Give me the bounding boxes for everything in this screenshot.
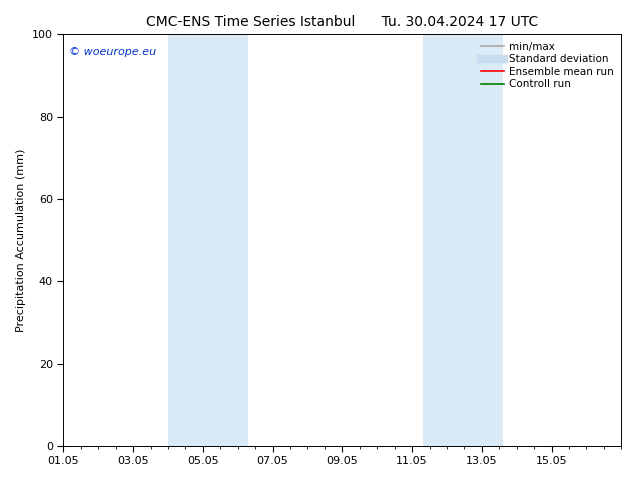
Legend: min/max, Standard deviation, Ensemble mean run, Controll run: min/max, Standard deviation, Ensemble me… xyxy=(479,40,616,92)
Y-axis label: Precipitation Accumulation (mm): Precipitation Accumulation (mm) xyxy=(16,148,27,332)
Text: © woeurope.eu: © woeurope.eu xyxy=(69,47,156,57)
Bar xyxy=(422,34,503,446)
Bar xyxy=(168,34,248,446)
Title: CMC-ENS Time Series Istanbul      Tu. 30.04.2024 17 UTC: CMC-ENS Time Series Istanbul Tu. 30.04.2… xyxy=(146,15,538,29)
